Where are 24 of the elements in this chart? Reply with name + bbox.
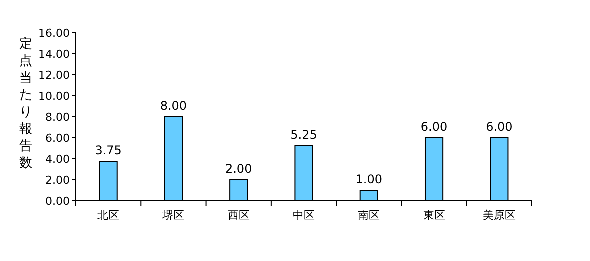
y-tick-label: 0.00: [46, 195, 70, 208]
x-tick-label: 南区: [358, 209, 380, 222]
y-axis-title: 定点当たり報告数: [20, 37, 32, 171]
x-tick-label: 西区: [228, 209, 250, 222]
x-tick-label: 堺区: [162, 209, 185, 222]
data-label: 1.00: [356, 172, 382, 186]
data-label: 3.75: [95, 144, 122, 158]
y-tick-label: 6.00: [46, 132, 70, 145]
y-tick-label: 16.00: [38, 27, 70, 40]
x-tick-label: 北区: [98, 209, 120, 222]
y-tick-label: 8.00: [46, 111, 70, 124]
y-tick-label: 4.00: [46, 153, 70, 166]
data-label: 6.00: [486, 120, 513, 134]
data-label: 2.00: [226, 162, 252, 176]
y-tick-label: 10.00: [38, 90, 70, 103]
x-tick-label: 美原区: [482, 209, 516, 222]
data-label: 6.00: [420, 120, 448, 134]
data-label: 5.25: [290, 128, 318, 142]
data-label: 8.00: [160, 99, 188, 113]
x-tick-label: 中区: [293, 209, 315, 222]
y-tick-label: 12.00: [38, 69, 70, 82]
y-tick-label: 14.00: [38, 48, 70, 61]
y-tick-label: 2.00: [46, 174, 70, 187]
x-tick-label: 東区: [423, 209, 446, 222]
